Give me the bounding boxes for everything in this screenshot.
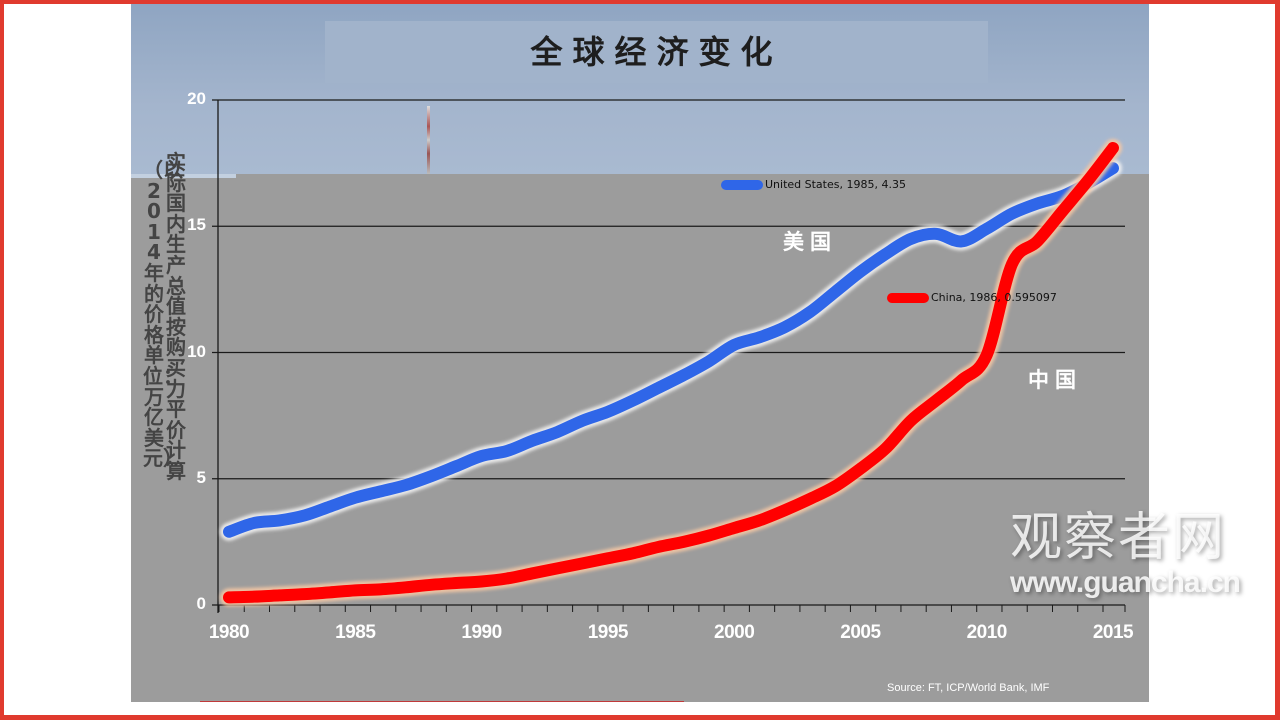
y-tick-label: 0 (196, 594, 206, 613)
sky-band (131, 174, 236, 178)
legend-item-china: China, 1986, 0.595097 (887, 291, 1057, 304)
axes (217, 100, 1126, 613)
country-label-us: 美国 (783, 229, 837, 254)
gridlines (212, 99, 1125, 606)
series-line-us (223, 162, 1119, 538)
legend-label-us: United States, 1985, 4.35 (765, 178, 906, 191)
country-label-china: 中国 (1028, 367, 1082, 392)
legend-item-us: United States, 1985, 4.35 (721, 178, 906, 191)
legend-label-china: China, 1986, 0.595097 (931, 291, 1057, 304)
bottom-accent-line (200, 701, 684, 702)
title-box: 全球经济变化 (325, 21, 988, 83)
x-tick-label: 2010 (966, 622, 1008, 643)
antenna-image (427, 106, 430, 174)
source-note: Source: FT, ICP/World Bank, IMF (887, 682, 1050, 694)
y-tick-label: 15 (187, 215, 206, 235)
x-tick-label: 2015 (1092, 622, 1134, 643)
x-tick-label: 1995 (587, 622, 629, 643)
y-tick-label: 5 (196, 467, 206, 487)
y-tick-label: 10 (187, 341, 206, 361)
y-tick-label: 20 (187, 89, 206, 108)
x-tick-label: 1985 (335, 622, 376, 643)
series-line-china (223, 141, 1119, 604)
x-tick-label: 1980 (208, 622, 250, 643)
series-lines (220, 138, 1122, 607)
x-tick-label: 1990 (461, 622, 502, 643)
legend-swatch-us (721, 179, 763, 190)
y-axis-label-line1: 实际国内生产总值按购买力平价计算 (166, 150, 186, 483)
chart-title: 全球经济变化 (530, 33, 783, 71)
legend-swatch-china (887, 292, 929, 303)
x-tick-label: 2000 (714, 622, 755, 643)
y-axis-label-line2: （以2014年的价格 单位：万亿美元） (143, 158, 183, 471)
x-tick-label: 2005 (840, 622, 881, 643)
